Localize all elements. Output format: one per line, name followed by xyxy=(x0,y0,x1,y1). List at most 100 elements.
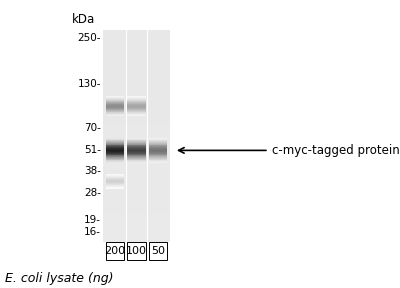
Bar xyxy=(148,160,167,161)
Bar xyxy=(148,158,167,159)
Bar xyxy=(106,100,124,101)
Bar xyxy=(106,152,124,153)
Bar xyxy=(127,98,146,99)
Bar xyxy=(103,30,170,34)
Bar xyxy=(103,65,170,69)
Bar xyxy=(103,171,170,175)
Bar xyxy=(148,148,167,149)
Bar xyxy=(103,55,170,58)
Bar xyxy=(127,113,146,114)
Bar xyxy=(127,110,146,111)
Bar xyxy=(106,157,124,158)
Bar xyxy=(103,101,170,104)
Bar xyxy=(127,106,146,107)
Bar xyxy=(106,149,124,150)
Bar xyxy=(103,238,170,242)
Bar xyxy=(127,140,146,141)
Text: 51-: 51- xyxy=(84,145,101,156)
Bar xyxy=(106,176,124,177)
Bar xyxy=(106,108,124,109)
Bar xyxy=(106,188,124,189)
Bar xyxy=(127,142,146,143)
Bar xyxy=(106,142,124,143)
Text: 38-: 38- xyxy=(84,166,101,176)
Bar xyxy=(127,156,146,157)
Bar xyxy=(148,159,167,160)
Bar xyxy=(106,114,124,115)
Bar xyxy=(106,153,124,154)
Bar xyxy=(127,155,146,156)
Bar xyxy=(127,145,146,146)
Bar xyxy=(148,142,167,143)
Bar xyxy=(103,185,170,189)
Bar xyxy=(148,157,167,158)
Text: E. coli lysate (ng): E. coli lysate (ng) xyxy=(5,272,114,285)
Bar xyxy=(106,107,124,108)
Bar xyxy=(103,90,170,94)
Bar xyxy=(103,196,170,199)
Bar xyxy=(106,98,124,99)
Bar xyxy=(103,178,170,182)
Text: c-myc-tagged protein: c-myc-tagged protein xyxy=(178,144,399,157)
Bar xyxy=(106,184,124,185)
Bar xyxy=(127,150,146,151)
Bar xyxy=(106,143,124,144)
Bar xyxy=(106,138,124,139)
Bar xyxy=(127,143,146,144)
Bar xyxy=(148,145,167,146)
Bar xyxy=(148,139,167,140)
Bar xyxy=(127,100,146,101)
Bar xyxy=(127,112,146,113)
Bar xyxy=(103,231,170,235)
Bar xyxy=(148,151,167,152)
Bar xyxy=(127,111,146,112)
Bar xyxy=(127,160,146,161)
Bar xyxy=(127,152,146,153)
Bar xyxy=(103,161,170,164)
Bar xyxy=(103,76,170,79)
Bar xyxy=(106,111,124,112)
Bar xyxy=(148,140,167,141)
Bar xyxy=(106,156,124,157)
Bar xyxy=(127,115,146,116)
Text: 28-: 28- xyxy=(84,188,101,198)
Bar xyxy=(106,99,124,100)
Bar xyxy=(127,109,146,110)
Bar xyxy=(106,115,124,116)
Bar xyxy=(103,83,170,86)
Bar xyxy=(103,235,170,238)
Bar xyxy=(106,179,124,180)
Bar xyxy=(106,187,124,188)
Text: 200: 200 xyxy=(104,246,126,256)
Bar xyxy=(106,177,124,178)
Bar xyxy=(106,148,124,149)
Bar xyxy=(106,139,124,140)
Bar xyxy=(148,143,167,144)
Bar xyxy=(106,185,124,186)
Bar xyxy=(106,150,124,151)
Bar xyxy=(106,151,124,152)
Bar xyxy=(106,183,124,184)
Bar xyxy=(103,118,170,122)
Bar xyxy=(103,122,170,125)
Bar xyxy=(103,111,170,115)
Bar xyxy=(127,101,146,102)
Bar xyxy=(103,189,170,192)
Bar xyxy=(148,147,167,148)
Bar xyxy=(127,157,146,158)
Bar xyxy=(148,154,167,155)
Text: 130-: 130- xyxy=(77,79,101,89)
Text: 250-: 250- xyxy=(77,33,101,43)
Bar xyxy=(106,141,124,142)
Bar xyxy=(103,86,170,90)
Bar xyxy=(106,154,124,155)
Bar xyxy=(103,154,170,157)
Bar xyxy=(103,192,170,196)
Bar xyxy=(127,159,146,160)
Bar xyxy=(106,106,124,107)
Bar xyxy=(103,48,170,51)
Bar xyxy=(103,147,170,150)
Bar xyxy=(103,206,170,210)
Bar xyxy=(127,144,146,145)
Bar xyxy=(127,103,146,104)
